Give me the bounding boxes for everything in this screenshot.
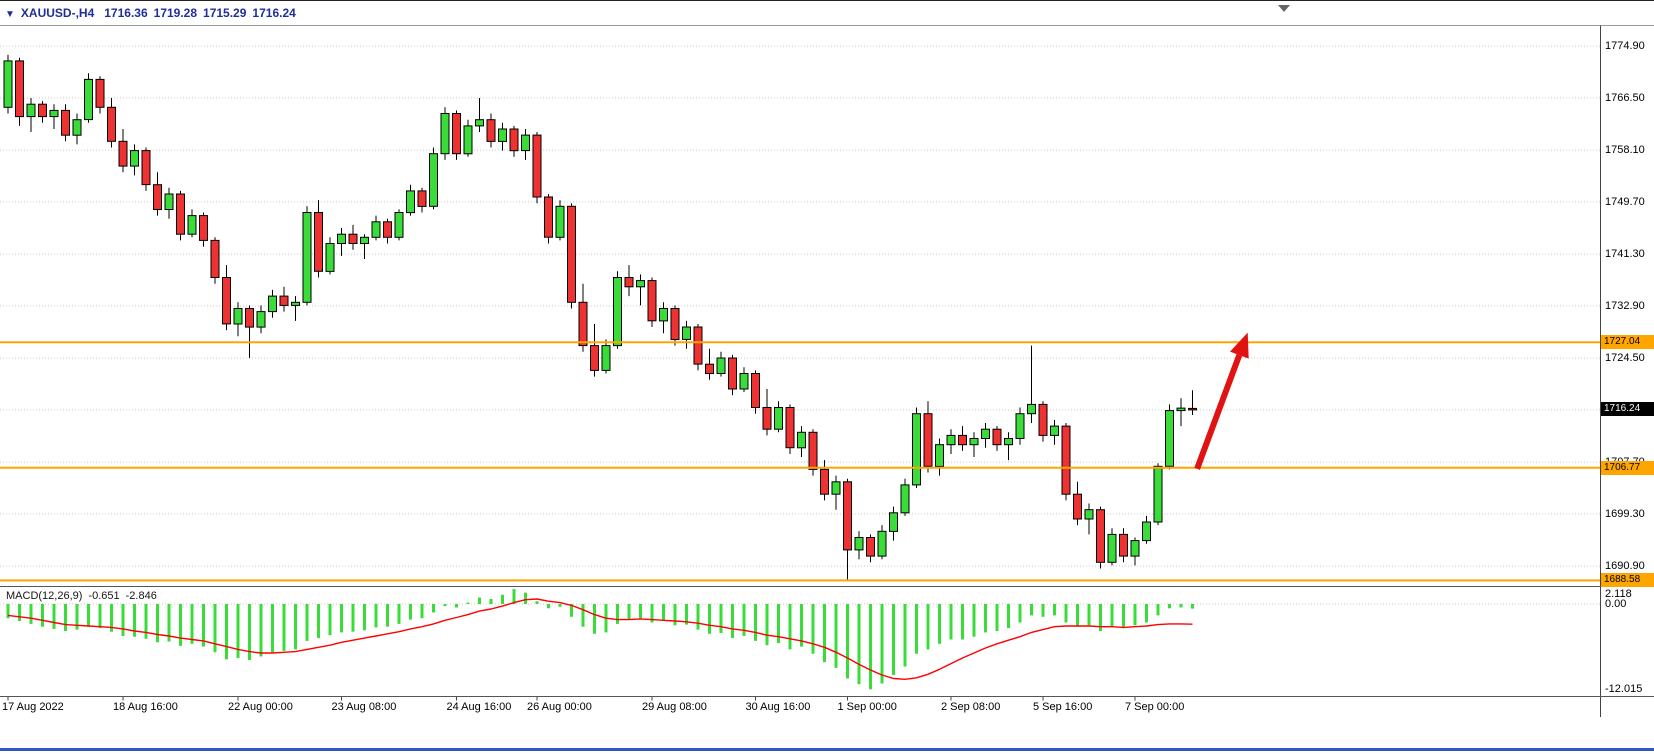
- hline-price-tag: 1727.04: [1601, 335, 1654, 350]
- horizontal-level-lines[interactable]: [0, 341, 1600, 582]
- symbol-timeframe-label: XAUUSD-,H4: [20, 6, 95, 20]
- price-axis-label: 1741.30: [1605, 248, 1645, 260]
- ohlc-low-value: 1715.29: [203, 6, 247, 20]
- price-axis-label: 1758.10: [1605, 144, 1645, 156]
- price-axis-label: 1690.90: [1605, 560, 1645, 572]
- trend-arrow-annotation[interactable]: [1194, 332, 1249, 470]
- macd-axis-label: 0.00: [1605, 598, 1627, 610]
- time-axis-label: 26 Aug 00:00: [527, 701, 592, 713]
- time-axis-label: 7 Sep 00:00: [1125, 701, 1185, 713]
- macd-name: MACD(12,26,9): [6, 590, 83, 602]
- macd-main-value: -0.651: [88, 590, 120, 602]
- current-price-tag: 1716.24: [1601, 402, 1654, 417]
- ohlc-close-value: 1716.24: [252, 6, 296, 20]
- time-axis-label: 18 Aug 16:00: [113, 701, 178, 713]
- time-axis-label: 5 Sep 16:00: [1033, 701, 1093, 713]
- hline-price-tag: 1706.77: [1601, 460, 1654, 475]
- time-axis-label: 30 Aug 16:00: [745, 701, 811, 713]
- macd-signal-value: -2.846: [125, 590, 157, 602]
- frame-lines: [0, 5, 1654, 717]
- time-axis-label: 29 Aug 08:00: [642, 701, 707, 713]
- price-axis-label: 1766.50: [1605, 92, 1645, 104]
- price-axis-label: 1749.70: [1605, 196, 1645, 208]
- macd-axis-label: -12.015: [1605, 683, 1643, 696]
- time-axis-label: 23 Aug 08:00: [331, 701, 397, 713]
- macd-indicator-label: MACD(12,26,9) -0.651 -2.846: [6, 590, 157, 602]
- time-axis-label: 17 Aug 2022: [2, 701, 64, 713]
- time-axis-label: 24 Aug 16:00: [446, 701, 512, 713]
- chart-shift-marker-icon[interactable]: [1278, 5, 1290, 12]
- panel-separator[interactable]: [0, 582, 1654, 590]
- ohlc-open-value: 1716.36: [104, 6, 148, 20]
- time-axis-label: 2 Sep 08:00: [941, 701, 1001, 713]
- time-axis-label: 1 Sep 00:00: [837, 701, 897, 713]
- price-direction-down-icon: ▼: [5, 9, 15, 20]
- time-axis-label: 22 Aug 00:00: [228, 701, 293, 713]
- window-bottom-accent-bar: [0, 748, 1654, 751]
- candles: [3, 54, 1197, 581]
- hline-price-tag: 1688.58: [1601, 573, 1654, 588]
- macd-plot: [6, 589, 1194, 690]
- price-axis-label: 1732.90: [1605, 300, 1645, 312]
- price-axis-label: 1699.30: [1605, 508, 1645, 520]
- ohlc-high-value: 1719.28: [153, 6, 198, 20]
- macd-axis-label: 2.118: [1605, 588, 1632, 600]
- symbol-header: ▼ XAUUSD-,H4 1716.36 1719.28 1715.29 171…: [5, 7, 296, 21]
- price-axis-label: 1774.90: [1605, 40, 1645, 52]
- price-axis-label: 1724.50: [1605, 352, 1645, 364]
